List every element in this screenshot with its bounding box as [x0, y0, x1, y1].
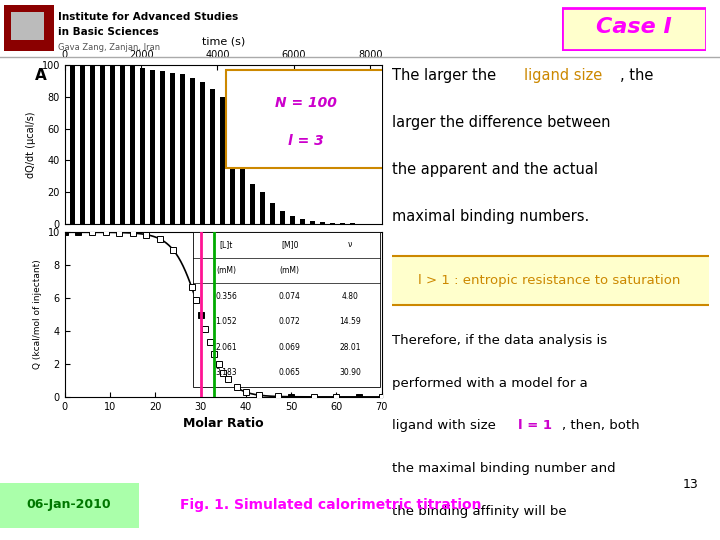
Text: larger the difference between: larger the difference between [392, 115, 611, 130]
Bar [150, 70, 155, 224]
Bar [199, 82, 205, 224]
Text: ν: ν [348, 240, 352, 249]
Y-axis label: dQ/dt (μcal/s): dQ/dt (μcal/s) [26, 111, 36, 178]
Bar [70, 65, 75, 224]
Text: l = 3: l = 3 [288, 134, 323, 149]
Text: 2.061: 2.061 [215, 342, 237, 352]
Bar [230, 124, 235, 224]
Text: 0.069: 0.069 [279, 342, 301, 352]
Text: , then, both: , then, both [562, 420, 639, 433]
Text: the maximal binding number and: the maximal binding number and [392, 462, 616, 475]
Text: (mM): (mM) [280, 266, 300, 275]
Bar [240, 157, 245, 224]
Bar [100, 65, 105, 224]
Bar [109, 65, 115, 224]
Bar [12, 12, 44, 40]
Text: The larger the: The larger the [392, 68, 501, 83]
Bar [210, 89, 215, 224]
Bar [220, 97, 225, 224]
Text: 14.59: 14.59 [339, 317, 361, 326]
Text: A: A [35, 68, 46, 83]
Bar [80, 65, 85, 224]
Bar [290, 216, 295, 224]
Text: 30.90: 30.90 [339, 368, 361, 377]
Text: 0.074: 0.074 [279, 292, 301, 301]
Bar [330, 222, 336, 224]
Text: l > 1 : entropic resistance to saturation: l > 1 : entropic resistance to saturatio… [418, 274, 680, 287]
Text: 13: 13 [683, 478, 698, 491]
FancyBboxPatch shape [386, 256, 712, 305]
Bar [130, 65, 135, 224]
Text: in Basic Sciences: in Basic Sciences [58, 28, 158, 37]
Bar [90, 65, 95, 224]
Text: 3.183: 3.183 [215, 368, 237, 377]
Text: N = 100: N = 100 [274, 96, 336, 110]
Text: 4.80: 4.80 [341, 292, 359, 301]
Text: Case I: Case I [595, 17, 672, 37]
Text: [L]t: [L]t [220, 240, 233, 249]
X-axis label: Molar Ratio: Molar Ratio [183, 417, 264, 430]
Bar [170, 73, 175, 224]
Text: Institute for Advanced Studies: Institute for Advanced Studies [58, 12, 238, 22]
Bar [320, 222, 325, 224]
Text: 0.356: 0.356 [215, 292, 238, 301]
Bar [140, 68, 145, 224]
Text: 0.065: 0.065 [279, 368, 301, 377]
Text: 0.072: 0.072 [279, 317, 301, 326]
FancyBboxPatch shape [226, 70, 384, 168]
Text: , the: , the [621, 68, 654, 83]
Text: performed with a model for a: performed with a model for a [392, 376, 588, 390]
Bar [160, 71, 165, 224]
Text: ligand size: ligand size [524, 68, 602, 83]
Bar [260, 192, 265, 224]
Text: the binding affinity will be: the binding affinity will be [392, 505, 567, 518]
Y-axis label: Q (kcal/mol of injectant): Q (kcal/mol of injectant) [33, 260, 42, 369]
Text: 28.01: 28.01 [339, 342, 361, 352]
FancyBboxPatch shape [193, 232, 380, 387]
Bar [270, 204, 275, 224]
Bar [310, 221, 315, 224]
FancyBboxPatch shape [562, 8, 706, 50]
Bar [300, 219, 305, 224]
Text: 06-Jan-2010: 06-Jan-2010 [27, 498, 112, 511]
Text: Gava Zang, Zanjan, Iran: Gava Zang, Zanjan, Iran [58, 43, 160, 52]
Bar [190, 78, 195, 224]
Text: ligand with size: ligand with size [392, 420, 500, 433]
Bar [280, 211, 285, 224]
Text: (mM): (mM) [217, 266, 236, 275]
Text: Fig. 1. Simulated calorimetric titration: Fig. 1. Simulated calorimetric titration [181, 498, 482, 512]
Text: l = 1: l = 1 [518, 420, 552, 433]
Bar [120, 65, 125, 224]
Bar [180, 75, 185, 224]
X-axis label: time (s): time (s) [202, 36, 245, 46]
Text: the apparent and the actual: the apparent and the actual [392, 162, 598, 177]
Bar [250, 184, 255, 224]
FancyBboxPatch shape [0, 483, 139, 528]
Text: maximal binding numbers.: maximal binding numbers. [392, 209, 590, 224]
Text: 1.052: 1.052 [215, 317, 237, 326]
Text: [M]0: [M]0 [281, 240, 299, 249]
Text: Therefore, if the data analysis is: Therefore, if the data analysis is [392, 334, 608, 347]
Bar [340, 223, 345, 224]
